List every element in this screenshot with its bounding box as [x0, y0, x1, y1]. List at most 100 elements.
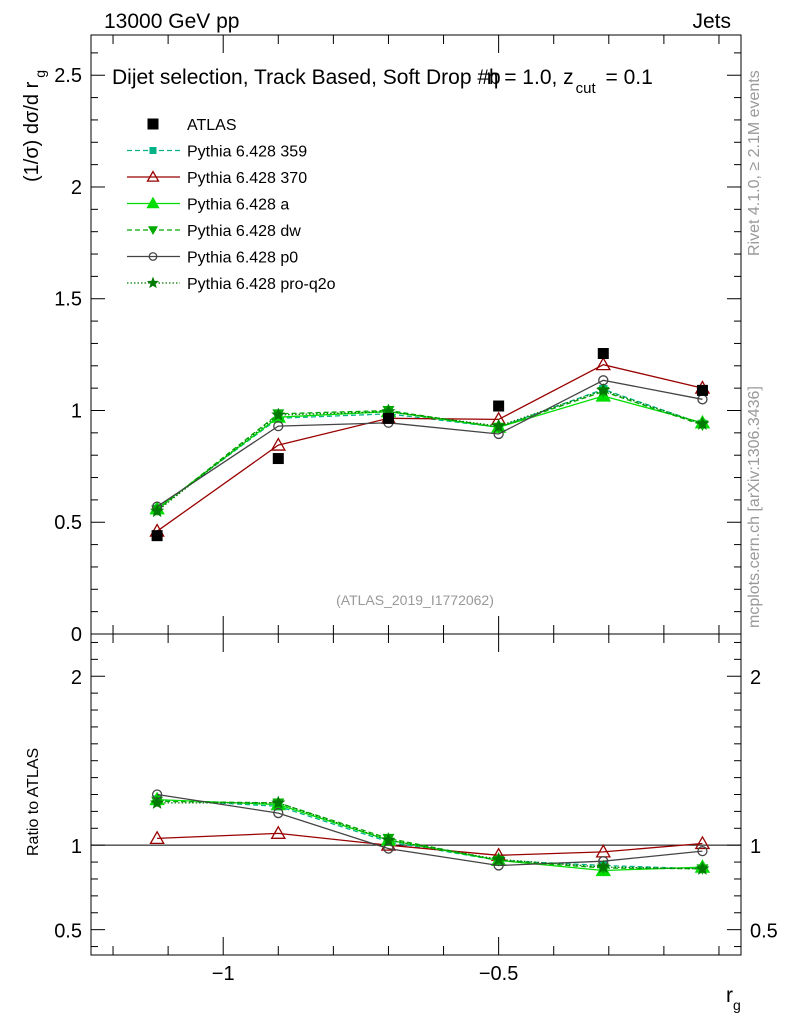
series-point — [695, 416, 710, 430]
series-point — [150, 503, 165, 518]
ratio-panel-frame — [90, 633, 742, 956]
y-tick-label: 1 — [71, 400, 82, 422]
ratio-series-point — [273, 807, 284, 819]
legend-entry: Pythia 6.428 370 — [127, 170, 307, 187]
ratio-series-line — [157, 798, 703, 872]
mcplots-source-label: mcplots.cern.ch [arXiv:1306.3436] — [746, 386, 763, 628]
legend: ATLAS Pythia 6.428 359 Pythia 6.428 370 Pyt… — [127, 117, 336, 293]
ratio-series-point — [697, 845, 708, 857]
series-0 — [152, 385, 707, 874]
ratio-y-tick-label-right: 0.5 — [750, 921, 778, 943]
y-axis-label-sub: g — [32, 70, 48, 78]
legend-marker — [146, 276, 160, 289]
series-point — [271, 407, 286, 421]
svg-text:(1/σ) dσ/d rg: (1/σ) dσ/d r g — [21, 70, 48, 182]
y-tick-label: 0 — [71, 624, 82, 646]
data-point — [493, 400, 505, 412]
ratio-series-point — [381, 832, 396, 847]
rivet-version-label: Rivet 4.1.0, ≥ 2.1M events — [746, 70, 763, 256]
series-point — [595, 356, 612, 371]
series-line — [156, 390, 703, 511]
ratio-series-point — [270, 825, 287, 839]
chart-title: Dijet selection, Track Based, Soft Drop … — [112, 66, 653, 97]
legend-marker — [146, 196, 160, 209]
axes-layer: 0 0.5 1 1.5 2 2.5 0.5 0.5 1 1 2 2 −1 −0.5 — [54, 35, 778, 985]
ratio-y-axis-label: Ratio to ATLAS — [25, 748, 42, 856]
ratio-series-point — [150, 795, 165, 809]
data-point — [696, 384, 708, 396]
y-tick-label: 0.5 — [54, 512, 82, 534]
ratio-series-point — [149, 830, 165, 845]
ratio-series-point — [491, 852, 506, 866]
ratio-series-line — [157, 793, 703, 867]
series-line — [156, 389, 703, 512]
series-1 — [149, 356, 711, 861]
legend-entry: Pythia 6.428 pro-q2o — [127, 276, 336, 293]
y-axis-label: (1/σ) dσ/d r g — [21, 70, 48, 182]
legend-marker — [147, 118, 159, 130]
x-tick-label: −0.5 — [479, 963, 518, 985]
ratio-series-point — [596, 859, 611, 874]
x-axis-label-main: r — [726, 984, 733, 1007]
legend-marker — [148, 226, 158, 235]
title-sub: cut — [576, 80, 597, 97]
ratio-series-line — [157, 798, 703, 870]
x-axis-label-sub: g — [733, 997, 741, 1013]
legend-entry: Pythia 6.428 359 — [127, 144, 307, 161]
ratio-y-tick-label: 1 — [71, 836, 82, 858]
y-tick-label: 2.5 — [54, 65, 82, 87]
header-left: 13000 GeV pp — [104, 10, 239, 33]
legend-entry: Pythia 6.428 dw — [127, 223, 301, 240]
y-axis-label-main: (1/σ) dσ/d r — [21, 81, 43, 182]
series-point — [270, 437, 287, 451]
title-eta: η = 1.0, z — [487, 66, 574, 89]
series-line — [156, 379, 703, 508]
data-point — [382, 412, 394, 424]
header-right: Jets — [692, 10, 731, 33]
series-layer — [149, 347, 711, 877]
legend-label: Pythia 6.428 pro-q2o — [187, 276, 336, 293]
legend-marker — [149, 147, 157, 154]
ratio-y-tick-label-right: 1 — [750, 836, 761, 858]
series-5 — [150, 382, 710, 875]
title-main: Dijet selection, Track Based, Soft Drop … — [112, 66, 501, 89]
series-point — [596, 382, 611, 397]
series-line — [156, 364, 703, 532]
ratio-series-point — [695, 861, 710, 875]
series-point — [273, 420, 284, 432]
legend-entry-atlas: ATLAS — [147, 117, 237, 134]
legend-marker — [146, 170, 160, 182]
legend-label: Pythia 6.428 dw — [187, 223, 301, 240]
legend-entry: Pythia 6.428 p0 — [127, 250, 298, 267]
series-point — [493, 428, 504, 440]
x-tick-label: −1 — [212, 963, 235, 985]
legend-label: Pythia 6.428 370 — [187, 170, 307, 187]
legend-label: Pythia 6.428 a — [187, 197, 289, 214]
ratio-y-tick-label: 2 — [71, 667, 82, 689]
data-series — [151, 347, 708, 542]
series-point — [491, 418, 506, 433]
title-tail: = 0.1 — [600, 66, 653, 89]
analysis-watermark: (ATLAS_2019_I1772062) — [336, 592, 494, 608]
ratio-series-point — [694, 835, 711, 850]
legend-label: ATLAS — [187, 117, 237, 134]
x-axis-label: rg — [726, 984, 741, 1013]
y-tick-label: 1.5 — [54, 289, 82, 311]
svg-text:Ratio to ATLAS: Ratio to ATLAS — [25, 748, 42, 856]
data-point — [597, 347, 609, 359]
ratio-y-tick-label: 0.5 — [54, 921, 82, 943]
data-point — [151, 530, 163, 542]
legend-label: Pythia 6.428 359 — [187, 144, 307, 161]
series-line — [156, 388, 703, 510]
y-tick-label: 2 — [71, 177, 82, 199]
ratio-series-point — [271, 795, 286, 809]
legend-label: Pythia 6.428 p0 — [187, 250, 298, 267]
ratio-series-point — [383, 843, 394, 854]
ratio-y-tick-label-right: 2 — [750, 667, 761, 689]
legend-marker — [148, 252, 158, 261]
legend-entry: Pythia 6.428 a — [127, 197, 289, 214]
series-3 — [151, 386, 709, 875]
data-point — [272, 453, 284, 465]
ratio-series-line — [157, 832, 703, 856]
